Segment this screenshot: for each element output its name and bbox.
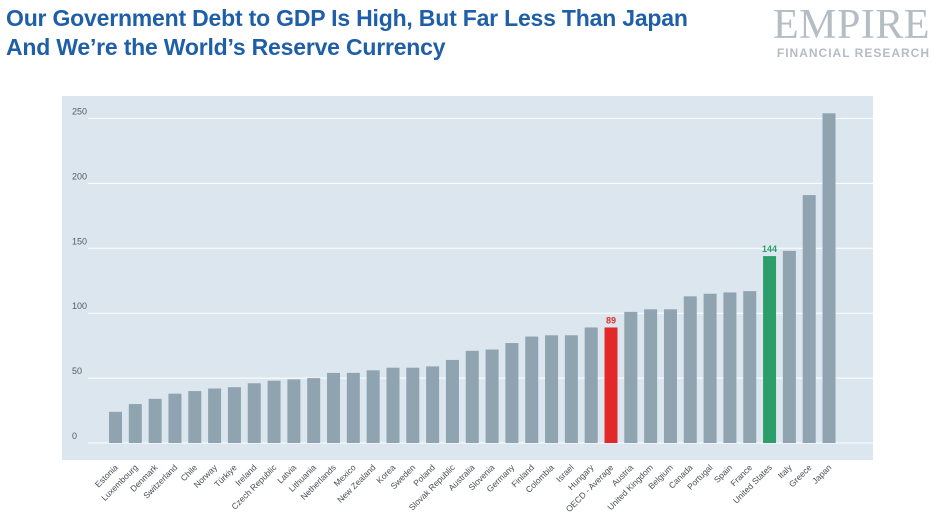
data-label-united-states: 144: [762, 244, 777, 254]
bar-sweden: [406, 367, 420, 443]
y-axis-ticks: 0 50 100 150 200 250: [72, 107, 87, 442]
bar-hungary: [584, 327, 598, 443]
bar-israel: [564, 335, 578, 443]
y-tick-150: 150: [72, 236, 87, 246]
bar-spain: [723, 292, 737, 443]
bar-belgium: [663, 309, 677, 443]
bar-japan: [822, 113, 836, 444]
data-label-oecd-average: 89: [606, 315, 616, 325]
bar-latvia: [287, 379, 301, 443]
title-line-1: Our Government Debt to GDP Is High, But …: [6, 5, 688, 31]
bar-colombia: [545, 335, 559, 443]
bar-france: [743, 291, 757, 443]
title-line-2: And We’re the World’s Reserve Currency: [6, 34, 446, 60]
bar-czech-republic: [267, 380, 281, 443]
logo-subtitle: FINANCIAL RESEARCH: [776, 46, 930, 60]
bar-slovak-republic: [445, 359, 459, 443]
bar-lithuania: [307, 378, 321, 443]
x-label-greece: Greece: [787, 462, 814, 489]
bar-chile: [188, 391, 202, 443]
y-tick-0: 0: [72, 431, 77, 441]
x-label-t-rkiye: Türkiye: [212, 462, 239, 489]
bar-netherlands: [327, 372, 341, 443]
bar-estonia: [109, 411, 122, 443]
bar-slovenia: [485, 349, 499, 443]
bar-portugal: [703, 293, 717, 443]
bar-mexico: [346, 372, 360, 443]
bar-denmark: [148, 398, 162, 443]
bar-greece: [802, 195, 816, 443]
data-labels: 89 144: [606, 244, 777, 325]
chart-title: Our Government Debt to GDP Is High, But …: [6, 4, 688, 62]
bar-korea: [386, 367, 400, 443]
bar-australia: [465, 350, 479, 443]
bar-oecd-average: [604, 327, 618, 443]
logo-word: EMPIRE: [772, 2, 930, 48]
bar-switzerland: [168, 393, 182, 443]
bar-austria: [624, 311, 638, 443]
bar-united-kingdom: [644, 309, 658, 443]
bars: [109, 113, 836, 444]
bar-ireland: [247, 383, 261, 443]
bar-united-states: [763, 256, 777, 443]
bar-t-rkiye: [227, 387, 241, 443]
bar-finland: [525, 336, 539, 443]
bar-italy: [782, 250, 796, 443]
empire-logo: EMPIRE FINANCIAL RESEARCH: [760, 4, 930, 60]
bar-luxembourg: [128, 404, 142, 443]
bar-canada: [683, 296, 697, 443]
bar-norway: [208, 388, 222, 443]
bar-germany: [505, 343, 519, 443]
y-tick-250: 250: [72, 107, 87, 117]
y-tick-100: 100: [72, 301, 87, 311]
bar-poland: [426, 366, 440, 443]
y-tick-200: 200: [72, 171, 87, 181]
y-tick-50: 50: [72, 366, 82, 376]
x-label-japan: Japan: [810, 462, 834, 486]
bar-new-zealand: [366, 370, 380, 443]
